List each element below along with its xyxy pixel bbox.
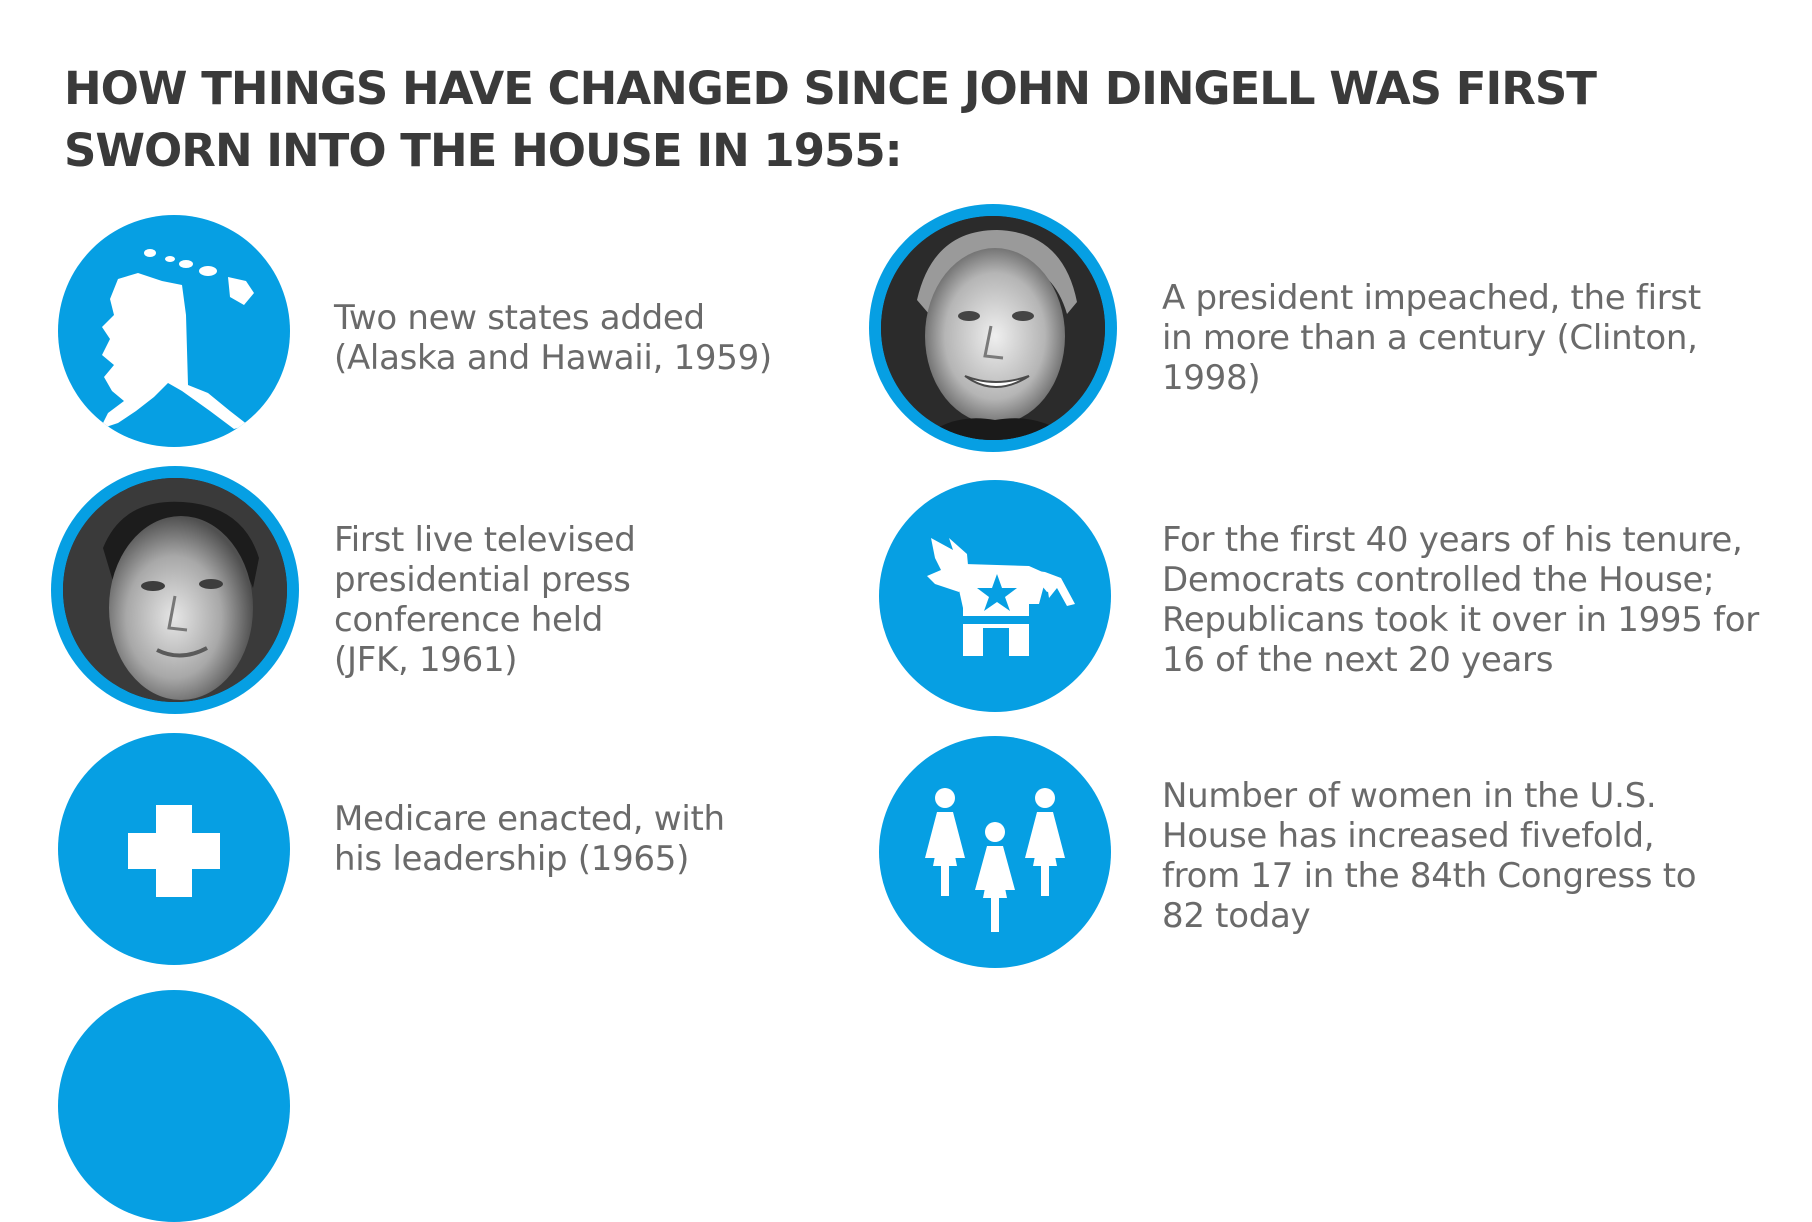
fact-states-added: Two new states added (Alaska and Hawaii,… [334, 298, 772, 378]
fact-impeachment: A president impeached, the first in more… [1162, 278, 1701, 398]
fact-text-line: (Alaska and Hawaii, 1959) [334, 338, 772, 378]
fact-text-line: First live televised [334, 520, 636, 560]
fact-text-line: House has increased fivefold, [1162, 816, 1655, 856]
fact-text-line: presidential press [334, 560, 631, 600]
fact-text-line: (JFK, 1961) [334, 640, 518, 680]
fact-text-line: 82 today [1162, 896, 1311, 936]
fact-house-control: For the first 40 years of his tenure, De… [1162, 520, 1759, 680]
partial-icon-circle [58, 990, 290, 1222]
jfk-portrait [51, 466, 299, 714]
fact-text-line: Democrats controlled the House; [1162, 560, 1715, 600]
fact-medicare: Medicare enacted, with his leadership (1… [334, 799, 725, 879]
fact-women-in-house: Number of women in the U.S. House has in… [1162, 776, 1697, 936]
fact-text-line: Two new states added [334, 298, 705, 338]
title-line-1: HOW THINGS HAVE CHANGED SINCE JOHN DINGE… [64, 62, 1597, 115]
fact-text-line: conference held [334, 600, 604, 640]
women-group-icon [879, 736, 1111, 968]
fact-text-line: A president impeached, the first [1162, 278, 1701, 318]
medical-cross-icon [58, 733, 290, 965]
fact-text-line: in more than a century (Clinton, [1162, 318, 1698, 358]
fact-press-conference: First live televised presidential press … [334, 520, 636, 680]
alaska-hawaii-map-icon [58, 215, 290, 447]
fact-text-line: Number of women in the U.S. [1162, 776, 1657, 816]
page-title: HOW THINGS HAVE CHANGED SINCE JOHN DINGE… [64, 58, 1764, 182]
fact-text-line: 1998) [1162, 358, 1261, 398]
title-line-2: SWORN INTO THE HOUSE IN 1955: [64, 124, 903, 177]
fact-text-line: from 17 in the 84th Congress to [1162, 856, 1697, 896]
fact-text-line: For the first 40 years of his tenure, [1162, 520, 1743, 560]
fact-text-line: 16 of the next 20 years [1162, 640, 1554, 680]
democratic-donkey-icon [879, 480, 1111, 712]
clinton-portrait [869, 204, 1117, 452]
fact-text-line: Republicans took it over in 1995 for [1162, 600, 1759, 640]
fact-text-line: his leadership (1965) [334, 839, 690, 879]
fact-text-line: Medicare enacted, with [334, 799, 725, 839]
